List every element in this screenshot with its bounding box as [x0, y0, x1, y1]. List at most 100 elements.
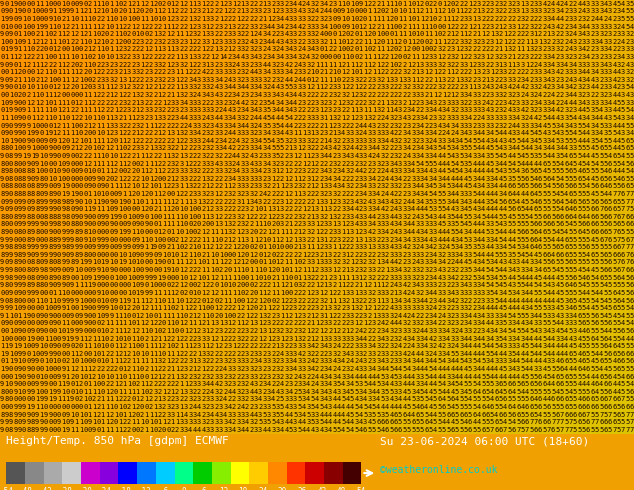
Text: 1: 1 [446, 69, 450, 75]
Text: 1: 1 [175, 191, 179, 197]
Text: 1: 1 [311, 336, 314, 342]
Text: 0: 0 [149, 8, 153, 14]
Text: 2: 2 [398, 122, 402, 128]
Text: 1: 1 [101, 419, 105, 425]
Text: 2: 2 [385, 92, 389, 98]
Text: 2: 2 [66, 31, 70, 37]
Text: 4: 4 [507, 84, 512, 91]
Text: 5: 5 [521, 146, 524, 151]
Text: 3: 3 [503, 146, 507, 151]
Text: 5: 5 [490, 290, 494, 296]
Text: 3: 3 [411, 138, 415, 144]
Text: 0: 0 [53, 305, 57, 311]
Text: 5: 5 [621, 419, 625, 425]
Text: 1: 1 [166, 305, 171, 311]
Text: 2: 2 [420, 77, 424, 83]
Text: 1: 1 [30, 351, 35, 357]
Text: 0: 0 [149, 206, 153, 212]
Text: 4: 4 [372, 366, 376, 372]
Text: 9: 9 [48, 146, 53, 151]
Text: 2: 2 [320, 320, 323, 326]
Text: 1: 1 [70, 115, 74, 121]
Text: 2: 2 [341, 343, 346, 349]
Text: 3: 3 [346, 366, 350, 372]
Text: 1: 1 [131, 366, 136, 372]
Text: 5: 5 [406, 404, 411, 410]
Text: 3: 3 [551, 313, 555, 318]
Text: 4: 4 [516, 351, 521, 357]
Text: 1: 1 [463, 31, 468, 37]
Text: 2: 2 [403, 122, 406, 128]
Text: 5: 5 [507, 396, 512, 402]
Text: 4: 4 [236, 153, 240, 159]
Text: 1: 1 [284, 198, 288, 205]
Text: 5: 5 [625, 275, 630, 281]
Text: 5: 5 [573, 176, 577, 182]
Text: 3: 3 [433, 122, 437, 128]
Text: 0: 0 [354, 1, 358, 7]
Text: 2: 2 [223, 214, 228, 220]
Text: 4: 4 [581, 130, 586, 136]
Text: 4: 4 [320, 31, 323, 37]
Text: 2: 2 [394, 146, 398, 151]
Text: 2: 2 [193, 221, 197, 227]
Text: 0: 0 [346, 31, 350, 37]
Text: 4: 4 [442, 260, 446, 266]
Text: 2: 2 [118, 62, 122, 68]
Text: 1: 1 [105, 168, 109, 174]
Text: 2: 2 [394, 328, 398, 334]
Text: 6: 6 [581, 412, 586, 417]
Text: 0: 0 [39, 122, 44, 128]
Text: 1: 1 [74, 24, 79, 29]
Text: 1: 1 [262, 221, 267, 227]
Text: 1: 1 [131, 282, 136, 288]
Text: 4: 4 [529, 282, 533, 288]
Text: 1: 1 [306, 84, 311, 91]
Text: 3: 3 [254, 8, 258, 14]
Text: 4: 4 [276, 115, 280, 121]
Text: 6: 6 [604, 198, 608, 205]
Text: 4: 4 [538, 62, 542, 68]
Text: 6: 6 [612, 419, 616, 425]
Text: 2: 2 [188, 336, 192, 342]
Text: 6: 6 [625, 183, 630, 190]
Text: 6: 6 [538, 419, 542, 425]
Text: 3: 3 [359, 366, 363, 372]
Text: 2: 2 [367, 328, 372, 334]
Text: 1: 1 [136, 31, 140, 37]
Text: 4: 4 [341, 168, 346, 174]
Text: 4: 4 [315, 389, 319, 395]
Text: 4: 4 [354, 198, 358, 205]
Text: 4: 4 [223, 396, 228, 402]
Text: 2: 2 [39, 115, 44, 121]
Text: 5: 5 [551, 130, 555, 136]
Text: 3: 3 [118, 122, 122, 128]
Text: 9: 9 [66, 183, 70, 190]
Text: 5: 5 [424, 373, 429, 380]
Text: 2: 2 [118, 8, 122, 14]
Text: 1: 1 [350, 115, 354, 121]
Text: 3: 3 [276, 366, 280, 372]
Text: 1: 1 [140, 320, 144, 326]
Text: 1: 1 [210, 267, 214, 273]
Text: 3: 3 [533, 122, 538, 128]
Text: 5: 5 [455, 381, 459, 387]
Text: 2: 2 [306, 92, 311, 98]
Text: 0: 0 [18, 146, 22, 151]
Text: 0: 0 [66, 221, 70, 227]
Text: 9: 9 [57, 183, 61, 190]
Text: 6: 6 [415, 412, 420, 417]
Text: 0: 0 [74, 313, 79, 318]
Text: 3: 3 [411, 305, 415, 311]
Text: 4: 4 [551, 138, 555, 144]
Text: 2: 2 [367, 282, 372, 288]
Text: 2: 2 [245, 24, 249, 29]
Text: 2: 2 [236, 206, 240, 212]
Text: 4: 4 [223, 366, 228, 372]
Text: 5: 5 [311, 396, 314, 402]
Text: 1: 1 [39, 404, 44, 410]
Text: 2: 2 [92, 366, 96, 372]
Text: 4: 4 [560, 146, 564, 151]
Text: 5: 5 [529, 153, 533, 159]
Text: 1: 1 [320, 77, 323, 83]
